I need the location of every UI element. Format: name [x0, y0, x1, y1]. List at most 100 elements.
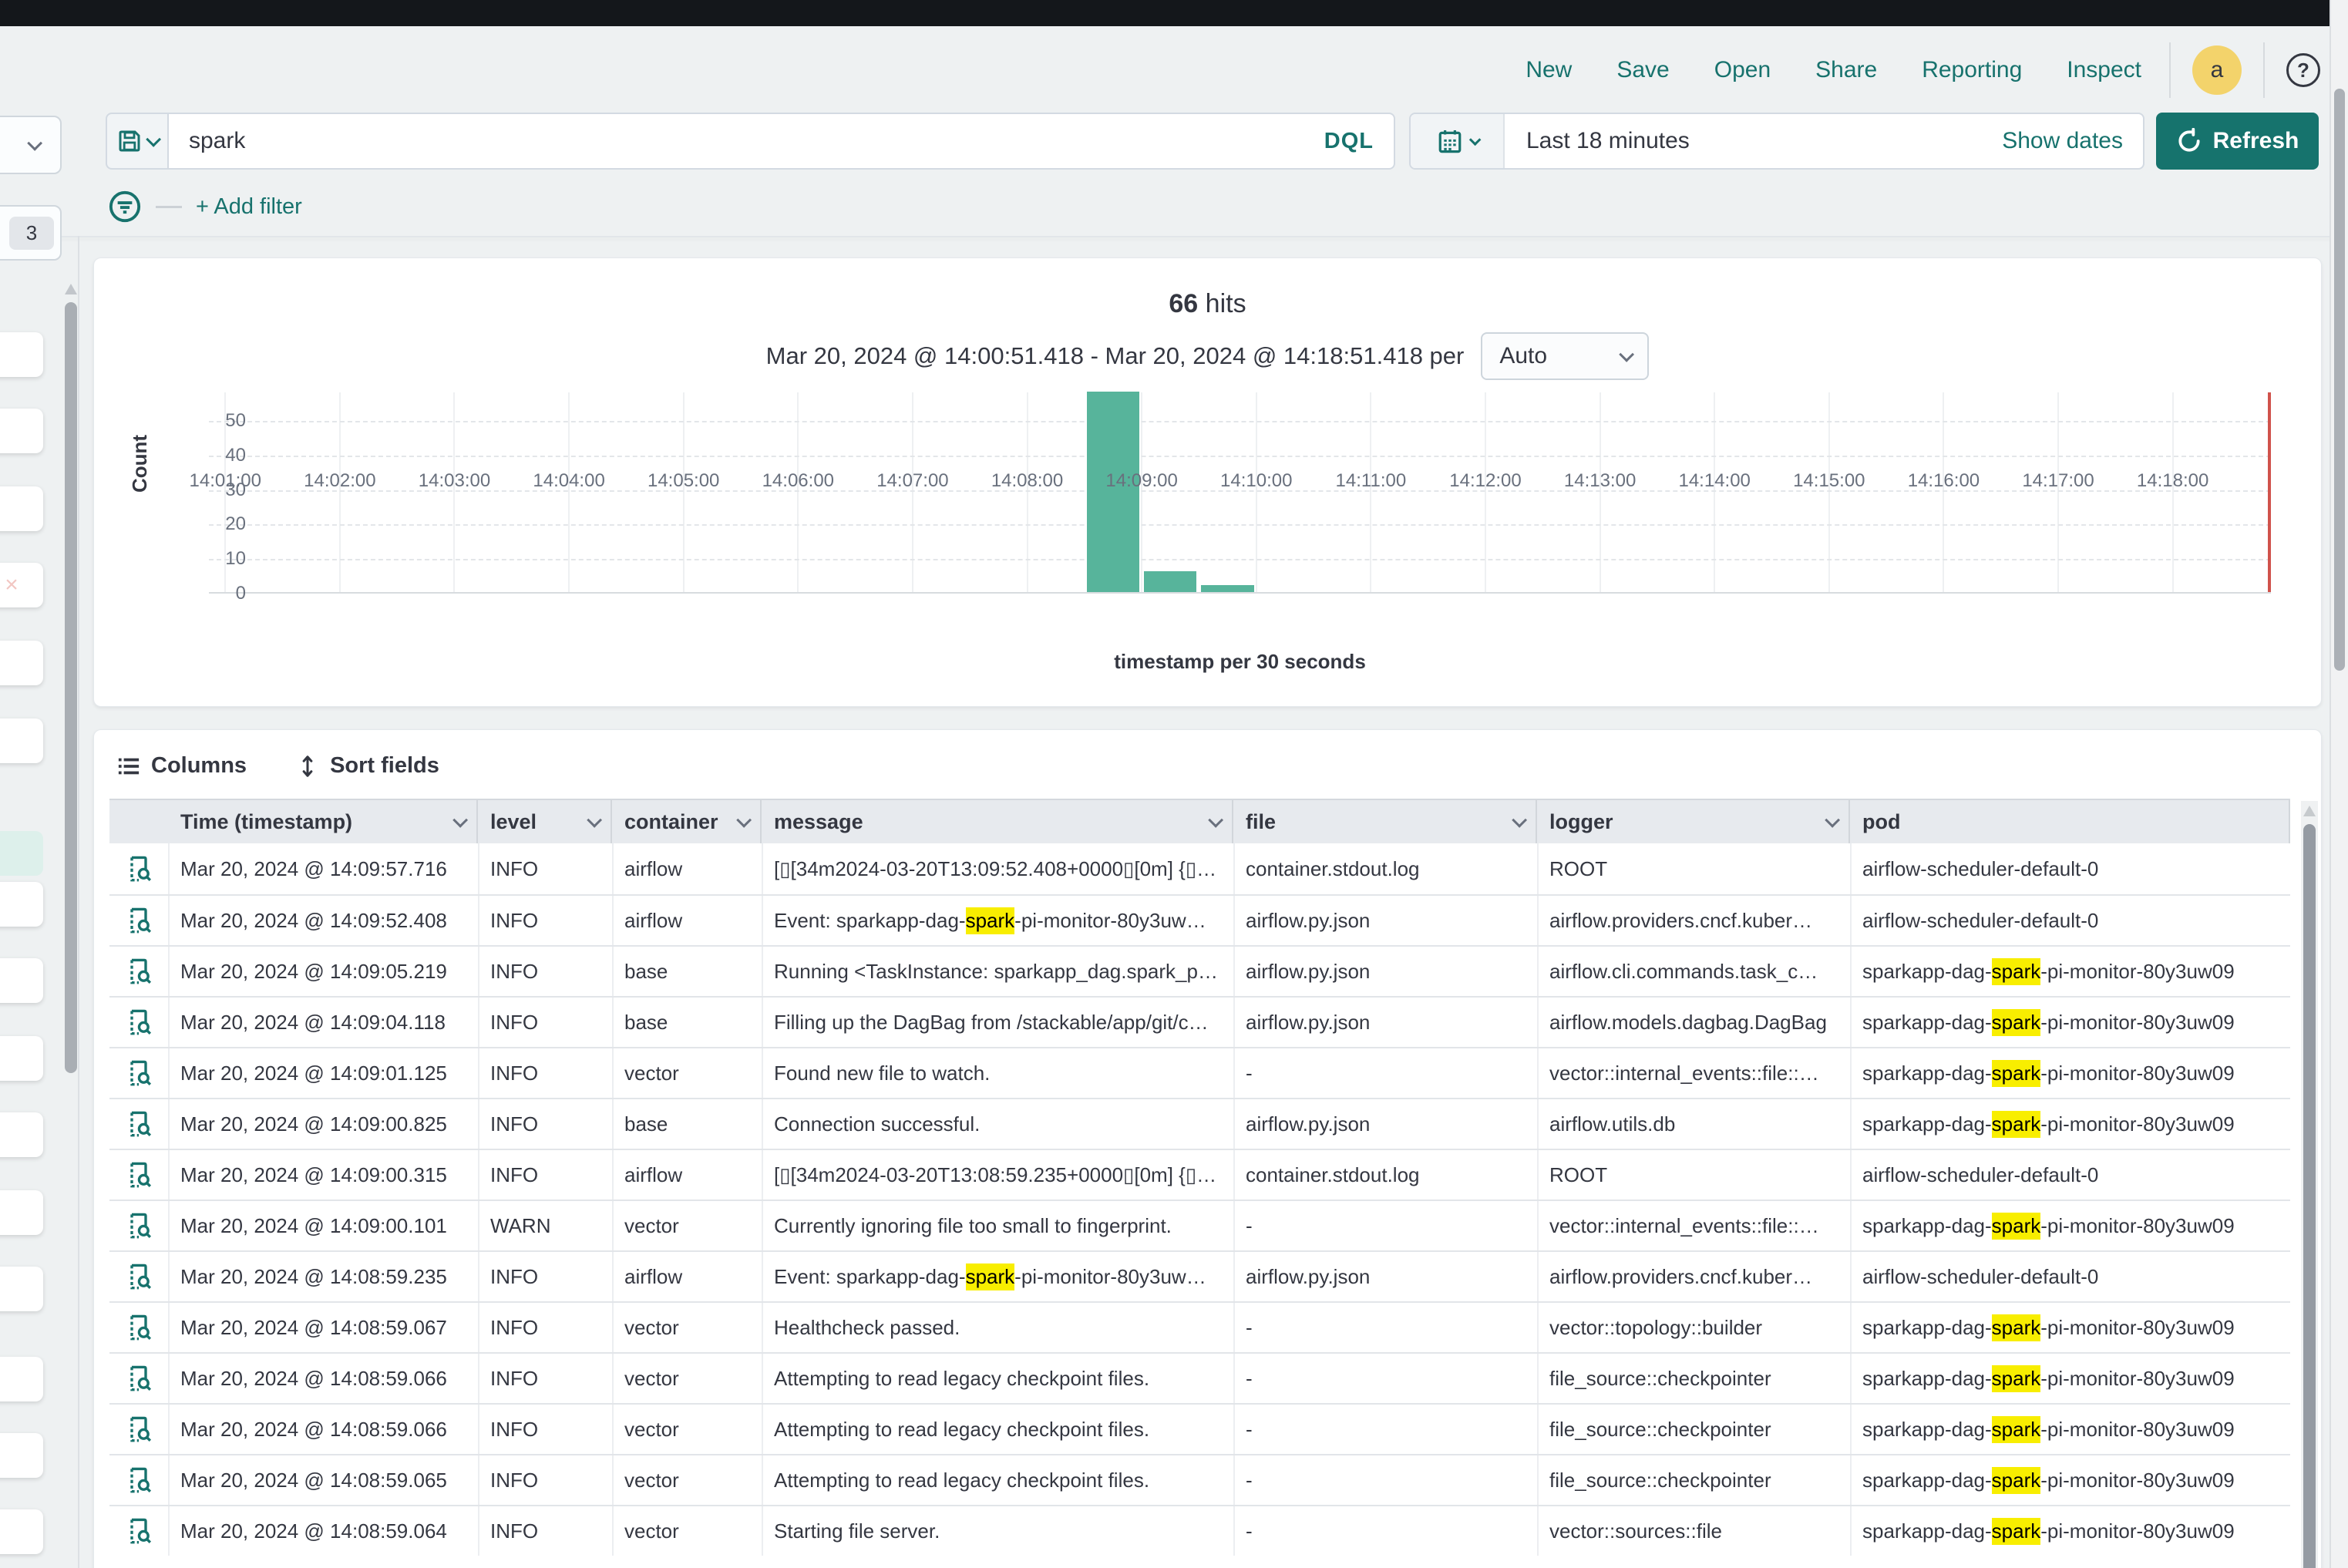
- expand-document-icon[interactable]: [109, 1048, 168, 1098]
- table-row: Mar 20, 2024 @ 14:09:05.219 INFO base Runni…: [109, 945, 2290, 996]
- sidebar-field-card[interactable]: [0, 486, 43, 531]
- cell-file: -: [1233, 1405, 1537, 1454]
- sidebar-scrollbar-arrow[interactable]: [65, 284, 77, 294]
- hits-count: 66: [1169, 289, 1199, 318]
- cell-time: Mar 20, 2024 @ 14:09:05.219: [168, 947, 478, 996]
- table-row: Mar 20, 2024 @ 14:08:59.065 INFO vector Att…: [109, 1454, 2290, 1505]
- date-picker[interactable]: Last 18 minutes Show dates: [1409, 113, 2144, 170]
- y-gridline: [209, 559, 2271, 561]
- cell-level: INFO: [478, 998, 612, 1047]
- interval-select[interactable]: Auto: [1481, 332, 1650, 380]
- cell-message: Found new file to watch.: [762, 1048, 1233, 1098]
- nav-save[interactable]: Save: [1616, 57, 1670, 82]
- expand-document-icon[interactable]: [109, 1455, 168, 1505]
- expand-document-icon[interactable]: [109, 947, 168, 996]
- table-scrollbar[interactable]: [2303, 824, 2316, 1568]
- show-dates-button[interactable]: Show dates: [2002, 128, 2123, 153]
- expand-document-icon[interactable]: [109, 1252, 168, 1301]
- histogram-bar[interactable]: [1144, 571, 1197, 592]
- sidebar-field-card[interactable]: ×: [0, 563, 43, 607]
- expand-document-icon[interactable]: [109, 1506, 168, 1556]
- cell-pod: sparkapp-dag-spark -pi-monitor-80y3uw09: [1850, 947, 2290, 996]
- sort-fields-button[interactable]: Sort fields: [296, 753, 439, 779]
- hits-count-line: 66 hits: [94, 289, 2321, 319]
- expand-document-icon[interactable]: [109, 1150, 168, 1200]
- chevron-down-icon[interactable]: [1825, 812, 1841, 828]
- sidebar-field-card[interactable]: [0, 1433, 43, 1478]
- sidebar-field-card[interactable]: [0, 1267, 43, 1311]
- chevron-down-icon[interactable]: [1512, 812, 1528, 828]
- time-range-subtitle: Mar 20, 2024 @ 14:00:51.418 - Mar 20, 20…: [765, 342, 1465, 369]
- expand-document-icon[interactable]: [109, 896, 168, 945]
- cell-pod: sparkapp-dag-spark -pi-monitor-80y3uw09: [1850, 1303, 2290, 1352]
- column-header-logger[interactable]: logger: [1537, 800, 1850, 843]
- nav-reporting[interactable]: Reporting: [1922, 57, 2023, 82]
- sidebar-field-card[interactable]: [0, 641, 43, 685]
- cell-pod: sparkapp-dag-spark -pi-monitor-80y3uw09: [1850, 1048, 2290, 1098]
- saved-query-button[interactable]: [106, 113, 169, 170]
- expand-document-icon[interactable]: [109, 1405, 168, 1454]
- x-tick-label: 14:14:00: [1678, 470, 1751, 491]
- add-filter-button[interactable]: + Add filter: [196, 193, 302, 219]
- expand-document-icon[interactable]: [109, 1099, 168, 1149]
- sidebar-field-card[interactable]: [0, 1112, 43, 1157]
- expand-document-icon[interactable]: [109, 1201, 168, 1250]
- filter-icon[interactable]: [108, 190, 142, 224]
- histogram-bar[interactable]: [1201, 585, 1254, 592]
- column-header-container[interactable]: container: [612, 800, 762, 843]
- search-input[interactable]: spark DQL: [169, 113, 1395, 170]
- nav-share[interactable]: Share: [1815, 57, 1878, 82]
- column-header-level[interactable]: level: [478, 800, 612, 843]
- sidebar-field-card[interactable]: [0, 831, 43, 876]
- column-header-message[interactable]: message: [762, 800, 1233, 843]
- date-range-label[interactable]: Last 18 minutes: [1526, 128, 1690, 153]
- chevron-down-icon[interactable]: [1208, 812, 1224, 828]
- expand-document-icon[interactable]: [109, 1354, 168, 1403]
- sidebar-field-card[interactable]: [0, 1036, 43, 1081]
- cell-time: Mar 20, 2024 @ 14:09:00.101: [168, 1201, 478, 1250]
- avatar[interactable]: a: [2192, 45, 2242, 95]
- table-scrollbar-arrow[interactable]: [2303, 806, 2316, 816]
- sidebar-scrollbar[interactable]: [65, 302, 77, 1073]
- chevron-down-icon[interactable]: [736, 812, 752, 828]
- cell-file: airflow.py.json: [1233, 1252, 1537, 1301]
- histogram-bar[interactable]: [1086, 392, 1140, 592]
- cell-file: -: [1233, 1354, 1537, 1403]
- cell-container: vector: [612, 1048, 762, 1098]
- sidebar-field-card[interactable]: [0, 1509, 43, 1554]
- date-picker-quick-menu[interactable]: [1411, 114, 1505, 168]
- chevron-down-icon[interactable]: [587, 812, 603, 828]
- x-tick-label: 14:16:00: [1907, 470, 1980, 491]
- expand-document-icon[interactable]: [109, 843, 168, 894]
- cell-level: INFO: [478, 1354, 612, 1403]
- help-icon[interactable]: ?: [2286, 53, 2320, 87]
- sidebar-field-card[interactable]: [0, 1357, 43, 1401]
- hits-word: hits: [1205, 289, 1246, 318]
- refresh-button[interactable]: Refresh: [2156, 113, 2319, 170]
- cell-message: Event: sparkapp-dag-spark -pi-monitor-80y…: [762, 896, 1233, 945]
- sidebar-field-card[interactable]: [0, 332, 43, 377]
- query-language-button[interactable]: DQL: [1324, 128, 1374, 153]
- column-header-time-timestamp-[interactable]: Time (timestamp): [168, 800, 478, 843]
- column-header-pod[interactable]: pod: [1850, 800, 2290, 843]
- window-scrollbar[interactable]: [2334, 89, 2345, 671]
- table-scrollbar-track: [2301, 801, 2318, 1568]
- nav-inspect[interactable]: Inspect: [2067, 57, 2141, 82]
- nav-new[interactable]: New: [1526, 57, 1573, 82]
- sidebar-field-card[interactable]: [0, 958, 43, 1003]
- nav-open[interactable]: Open: [1714, 57, 1771, 82]
- expand-document-icon[interactable]: [109, 1303, 168, 1352]
- sidebar-field-card[interactable]: [0, 1190, 43, 1235]
- sidebar-collapse-button[interactable]: [0, 116, 62, 174]
- expand-document-icon[interactable]: [109, 998, 168, 1047]
- cell-message: Filling up the DagBag from /stackable/ap…: [762, 998, 1233, 1047]
- remove-field-icon[interactable]: ×: [5, 572, 19, 597]
- search-highlight: spark: [1991, 1364, 2041, 1392]
- sidebar-field-card[interactable]: [0, 409, 43, 453]
- cell-level: WARN: [478, 1201, 612, 1250]
- sidebar-field-card[interactable]: [0, 718, 43, 763]
- sidebar-field-card[interactable]: [0, 882, 43, 927]
- columns-button[interactable]: Columns: [117, 753, 247, 779]
- chevron-down-icon[interactable]: [452, 812, 469, 828]
- column-header-file[interactable]: file: [1233, 800, 1537, 843]
